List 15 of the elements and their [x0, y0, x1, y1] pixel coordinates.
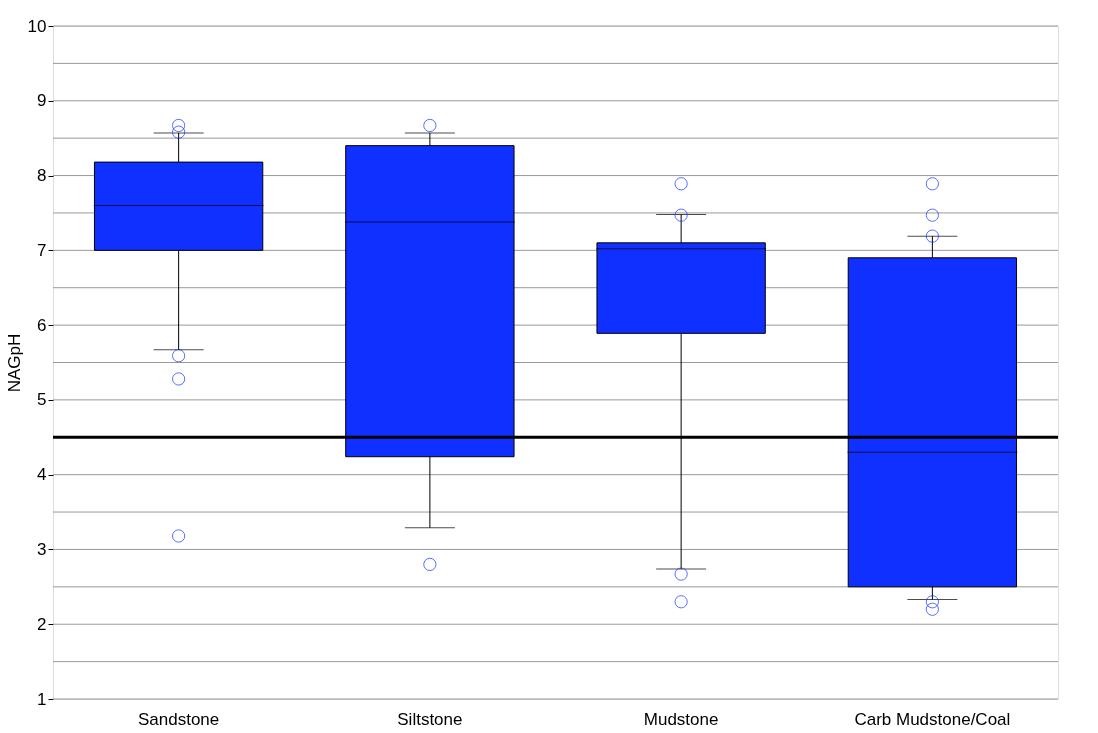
x-tick-label: Sandstone [137, 709, 220, 729]
y-tick-label: 8 [37, 166, 47, 186]
y-tick-label: 3 [37, 539, 47, 559]
y-tick-label: 4 [37, 465, 47, 485]
y-tick-label: 5 [37, 390, 47, 410]
y-tick-label: 10 [27, 16, 47, 36]
y-tick-label: 6 [37, 315, 47, 335]
y-tick-label: 1 [37, 689, 47, 709]
y-axis-title: NAGpH [4, 333, 24, 393]
y-tick-label: 2 [37, 614, 47, 634]
x-tick-label: Mudstone [643, 709, 719, 729]
x-tick-label: Siltstone [397, 709, 463, 729]
x-tick-label: Carb Mudstone/Coal [854, 709, 1011, 729]
y-tick-label: 9 [37, 91, 47, 111]
y-tick-label: 7 [37, 240, 47, 260]
